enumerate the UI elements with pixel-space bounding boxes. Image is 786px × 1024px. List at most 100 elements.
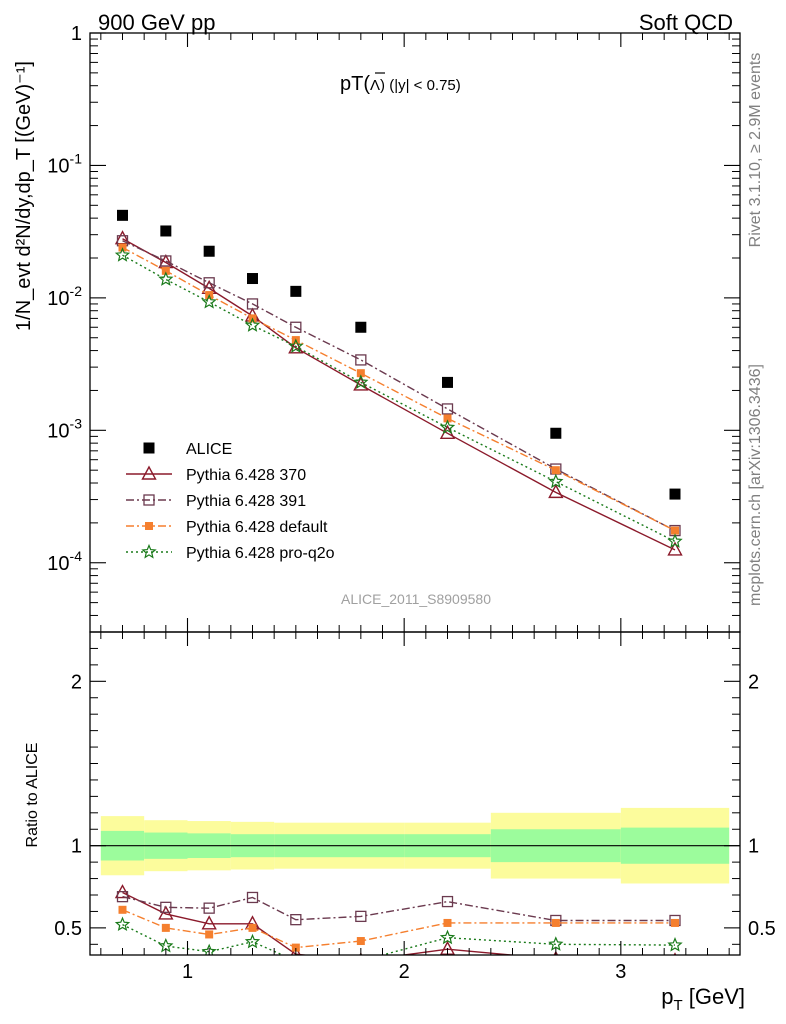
- pq2o-ratio-point: [359, 952, 362, 955]
- ratio-tick-label-right: 2: [748, 671, 759, 693]
- ratio-uncertainty-bands: [90, 807, 740, 884]
- alice-data-point: [290, 285, 302, 297]
- legend-marker: [143, 442, 155, 454]
- p391-point: [441, 403, 454, 415]
- pq2o-ratio-point: [114, 916, 131, 932]
- category-title: Soft QCD: [639, 10, 733, 35]
- pq2o-point: [114, 247, 131, 262]
- pq2o-point: [548, 473, 564, 489]
- plot-frames: [89, 32, 741, 956]
- ratio-tick-label-left: 2: [71, 671, 82, 693]
- legend-item-alice: ALICE: [143, 441, 232, 458]
- y-tick-label: 10-2: [47, 283, 82, 310]
- p370-ratio-point: [201, 915, 217, 930]
- legend-marker: [143, 494, 155, 506]
- p391-ratio-point: [290, 914, 302, 926]
- pq2o-point: [201, 293, 217, 309]
- pq2o-point: [244, 317, 261, 332]
- legend-item-pdef: Pythia 6.428 default: [126, 519, 328, 536]
- energy-title: 900 GeV pp: [98, 10, 215, 35]
- p391-ratio-point: [355, 910, 367, 923]
- x-axis-label-main: p: [661, 984, 673, 1009]
- pq2o-ratio-point: [244, 933, 261, 949]
- pdef-ratio-point: [118, 905, 127, 914]
- p391-point: [290, 321, 302, 333]
- y-tick-label: 1: [71, 23, 82, 45]
- y-tick-exponent: -2: [70, 283, 83, 299]
- y-tick-label: 10-3: [47, 415, 82, 442]
- x-axis-label-unit: [GeV]: [683, 984, 745, 1009]
- pq2o-point: [439, 419, 456, 435]
- p391-ratio-point: [246, 891, 259, 904]
- pdef-ratio-point: [443, 918, 452, 927]
- x-axis-label-sub: T: [673, 997, 682, 1014]
- plot-title-prefix: pT(: [340, 73, 370, 95]
- x-axis-label: pT [GeV]: [661, 984, 745, 1014]
- legend-item-p391: Pythia 6.428 391: [126, 493, 306, 510]
- alice-data-point: [550, 427, 562, 439]
- y-tick-exponent: -3: [70, 415, 83, 431]
- y-tick-exponent: -4: [70, 548, 83, 564]
- pdef-point: [356, 369, 365, 378]
- y-tick-base: 10: [47, 288, 69, 310]
- p391-ratio-point: [203, 902, 215, 914]
- pq2o-ratio-point: [439, 929, 456, 945]
- pdef-ratio-point: [205, 930, 214, 939]
- y-tick-base: 10: [47, 420, 69, 442]
- ratio-marks: [114, 884, 683, 955]
- legend-label: Pythia 6.428 pro-q2o: [186, 545, 335, 562]
- p370-point: [548, 483, 564, 499]
- pdef-point: [443, 414, 452, 423]
- p391-ratio-point: [116, 890, 129, 903]
- pq2o-ratio-line: [122, 923, 676, 955]
- legend: ALICE Pythia 6.428 370 Pythia 6.428 391 Pyt…: [126, 441, 335, 562]
- p391-point: [246, 298, 259, 310]
- pdef-point: [161, 266, 170, 275]
- p391-ratio-line: [122, 895, 675, 922]
- mcplots-reference-label: mcplots.cern.ch [arXiv:1306.3436]: [747, 364, 764, 606]
- pdef-ratio-point: [161, 923, 170, 932]
- legend-marker: [145, 522, 153, 530]
- p391-point: [355, 354, 367, 366]
- alice-data-point: [355, 321, 367, 333]
- p391-point: [203, 277, 215, 289]
- pq2o-point: [353, 374, 369, 390]
- pdef-point: [551, 466, 560, 475]
- p370-line: [122, 238, 676, 551]
- legend-label: Pythia 6.428 370: [186, 467, 306, 484]
- p391-ratio-point: [441, 895, 454, 908]
- legend-label: ALICE: [186, 441, 232, 458]
- y-tick-exponent: -1: [70, 150, 83, 166]
- p391-point: [160, 255, 172, 267]
- top-panel-frame: [89, 32, 741, 633]
- pdef-ratio-point: [551, 918, 560, 927]
- pdef-point: [671, 526, 679, 535]
- alice-data-point: [203, 245, 215, 257]
- pq2o-point: [667, 533, 683, 548]
- y-tick-label: 10-1: [47, 150, 82, 177]
- pq2o-ratio-point: [548, 936, 564, 951]
- legend-label: Pythia 6.428 default: [186, 519, 328, 536]
- bottom-panel-frame: [89, 631, 741, 956]
- legend-item-p370: Pythia 6.428 370: [126, 465, 306, 484]
- legend-marker: [141, 465, 157, 480]
- p370-point: [667, 541, 683, 556]
- rivet-version-label: Rivet 3.1.10, ≥ 2.9M events: [747, 53, 764, 248]
- ratio-tick-label-right: 0.5: [748, 918, 776, 940]
- alice-data-point: [669, 488, 681, 500]
- y-tick-base: 10: [47, 155, 69, 177]
- x-tick-label: 2: [399, 961, 410, 983]
- pq2o-ratio-point: [294, 952, 297, 955]
- top-y-axis-label: 1/N_evt d²N/dy,dp_T [(GeV)⁻¹]: [13, 61, 35, 331]
- data-marks: [114, 209, 683, 955]
- plot-title-symbol: Λ: [370, 77, 380, 94]
- p391-ratio-point: [160, 901, 172, 913]
- pdef-ratio-point: [356, 937, 365, 946]
- bottom-y-axis-label: Ratio to ALICE: [24, 743, 41, 848]
- legend-item-pq2o: Pythia 6.428 pro-q2o: [126, 543, 335, 562]
- ratio-tick-label-left: 0.5: [54, 918, 82, 940]
- x-tick-label: 3: [615, 961, 626, 983]
- alice-data-point: [160, 225, 172, 237]
- y-tick-base: 10: [47, 553, 69, 575]
